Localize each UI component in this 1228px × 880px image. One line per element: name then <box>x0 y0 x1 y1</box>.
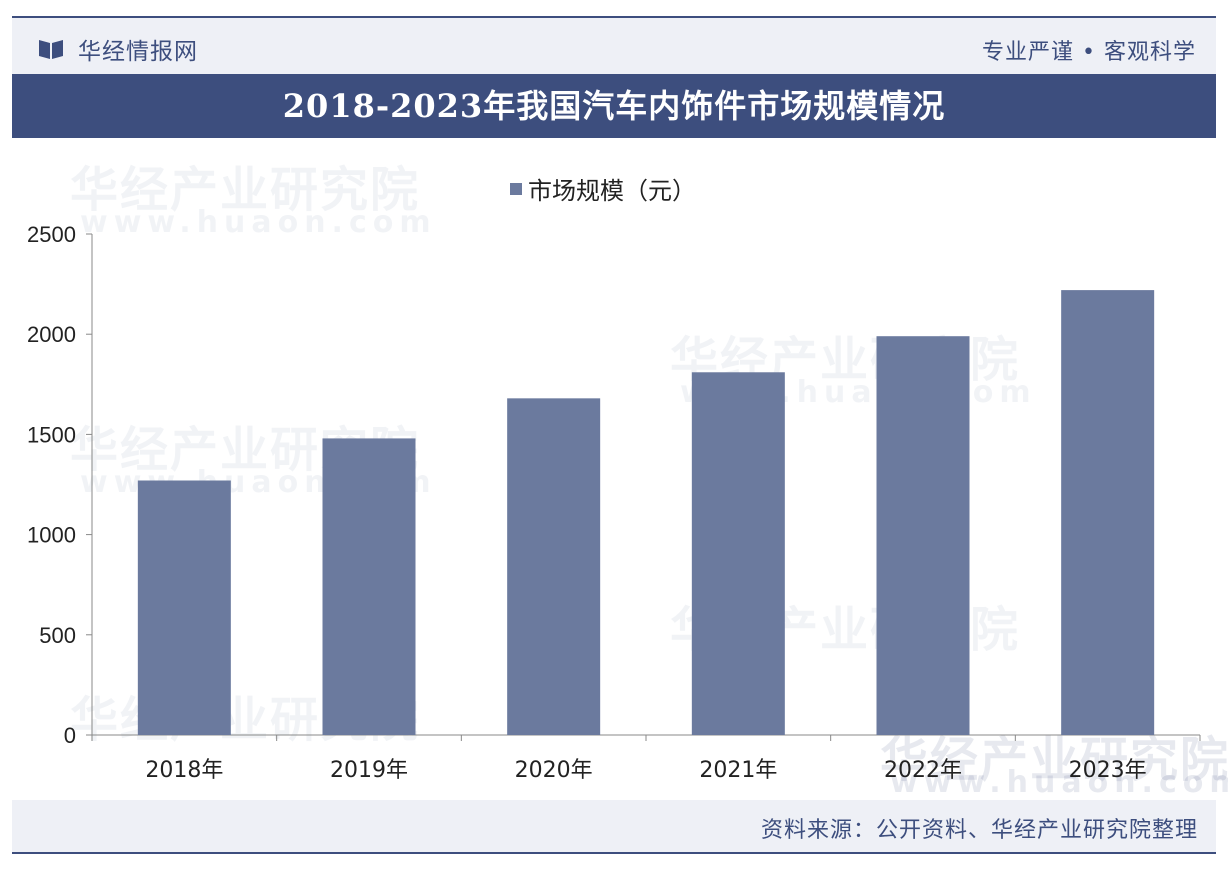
legend-swatch <box>510 182 522 195</box>
bar <box>876 336 970 735</box>
bar <box>322 438 416 735</box>
book-icon <box>39 40 63 59</box>
x-tick-label: 2022年 <box>884 758 962 783</box>
x-tick-label: 2018年 <box>145 758 223 783</box>
bottom-rule <box>12 852 1216 854</box>
brand: 华经情报网 <box>38 32 198 66</box>
bar <box>507 398 601 735</box>
top-rule <box>12 16 1216 18</box>
x-tick-label: 2023年 <box>1069 758 1147 783</box>
chart-legend: 市场规模（元） <box>510 171 696 206</box>
x-tick-label: 2019年 <box>330 758 408 783</box>
x-tick-label: 2021年 <box>699 758 777 783</box>
x-tick-label: 2020年 <box>515 758 593 783</box>
slogan: 专业严谨 • 客观科学 <box>982 40 1196 65</box>
bar <box>137 480 231 735</box>
y-tick-label: 1500 <box>27 422 76 447</box>
brand-name: 华经情报网 <box>78 39 198 65</box>
footer-band: 资料来源：公开资料、华经产业研究院整理 <box>12 800 1216 852</box>
title-bar: 2018-2023年我国汽车内饰件市场规模情况 <box>12 74 1216 138</box>
chart-title: 2018-2023年我国汽车内饰件市场规模情况 <box>282 87 946 125</box>
y-tick-label: 0 <box>64 723 76 748</box>
header-band: 华经情报网 专业严谨 • 客观科学 <box>12 18 1216 74</box>
y-tick-label: 1000 <box>27 523 76 548</box>
bar <box>691 372 785 735</box>
y-tick-label: 500 <box>39 623 76 648</box>
bar <box>1061 290 1155 735</box>
legend-label: 市场规模（元） <box>528 177 696 205</box>
source-note: 资料来源：公开资料、华经产业研究院整理 <box>760 818 1198 843</box>
y-tick-label: 2000 <box>27 322 76 347</box>
y-tick-label: 2500 <box>27 222 76 247</box>
